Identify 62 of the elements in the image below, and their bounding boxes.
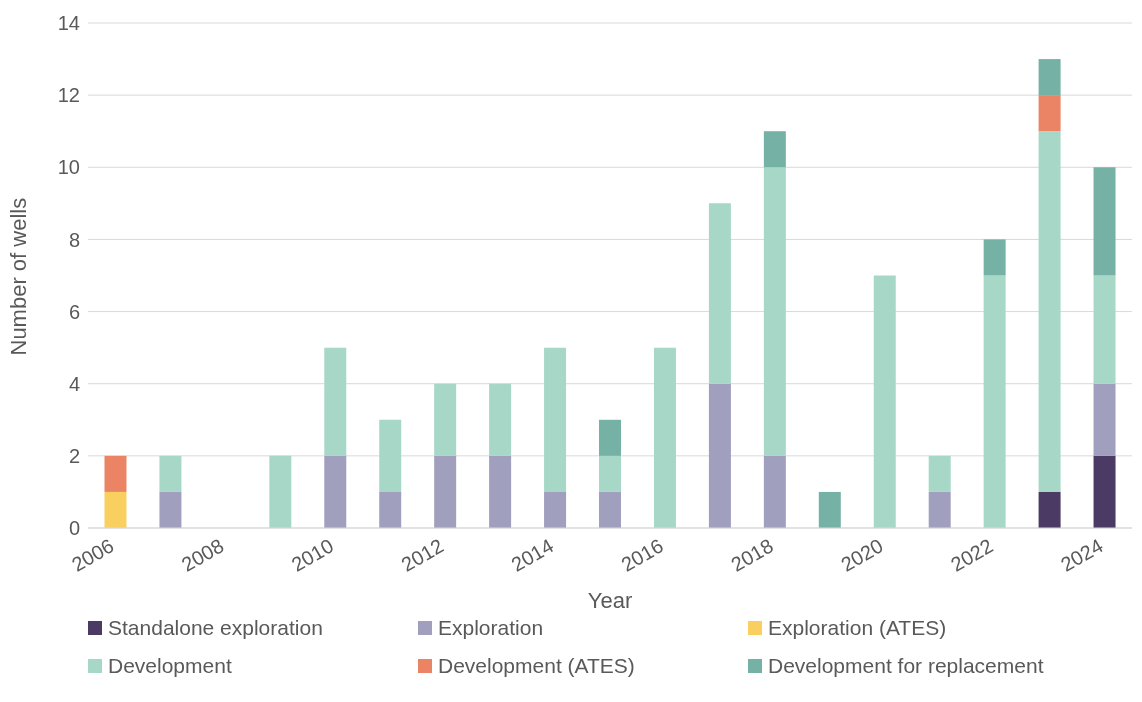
x-tick-label: 2024 [1056, 534, 1107, 576]
legend-label: Exploration [438, 616, 544, 640]
x-tick-label: 2014 [507, 534, 558, 576]
x-tick-label: 2008 [177, 534, 228, 576]
bar [104, 455, 127, 492]
y-axis-title: Number of wells [5, 197, 31, 356]
y-tick-label: 4 [68, 372, 80, 395]
bar [379, 491, 402, 528]
bar [324, 455, 347, 528]
bar [653, 347, 676, 528]
bar [983, 239, 1006, 276]
bar [489, 383, 512, 456]
bar [763, 131, 786, 168]
bar [434, 383, 457, 456]
bar [599, 491, 622, 528]
x-axis-title: Year [587, 588, 633, 613]
y-tick-label: 2 [68, 444, 80, 467]
bar [763, 455, 786, 528]
bar [544, 347, 567, 492]
x-tick-label: 2012 [397, 534, 448, 576]
y-tick-label: 6 [68, 300, 80, 323]
bar [1038, 59, 1061, 96]
legend-label: Development for replacement [768, 654, 1044, 678]
bar [1093, 455, 1116, 528]
bar [159, 455, 182, 492]
bar [269, 455, 292, 528]
x-tick-label: 2020 [837, 534, 887, 576]
legend-label: Development [108, 654, 232, 678]
legend-label: Standalone exploration [108, 616, 323, 640]
bar [1038, 131, 1061, 492]
legend-label: Development (ATES) [438, 654, 635, 678]
y-tick-label: 8 [68, 228, 80, 251]
bar [983, 275, 1006, 528]
bar [928, 455, 951, 492]
bar [1093, 275, 1116, 384]
x-tick-label: 2018 [727, 534, 777, 576]
bar [489, 455, 512, 528]
x-tick-label: 2010 [287, 534, 338, 576]
bar [928, 491, 951, 528]
bar [1038, 95, 1061, 132]
bar [599, 455, 622, 492]
y-tick-label: 14 [57, 12, 80, 35]
bar [873, 275, 896, 528]
bar [1093, 383, 1116, 456]
bar [1093, 167, 1116, 276]
bar [818, 491, 841, 528]
bar [708, 203, 731, 384]
y-tick-label: 10 [57, 156, 80, 179]
x-tick-label: 2022 [947, 534, 997, 576]
legend-label: Exploration (ATES) [768, 616, 947, 640]
bar [379, 419, 402, 492]
y-tick-label: 12 [57, 84, 80, 107]
bar [763, 167, 786, 456]
bar [434, 455, 457, 528]
bar [599, 419, 622, 456]
bar [159, 491, 182, 528]
bar [104, 491, 127, 528]
bar [544, 491, 567, 528]
bar [324, 347, 347, 456]
bar [708, 383, 731, 528]
x-tick-label: 2016 [617, 534, 667, 576]
bar [1038, 491, 1061, 528]
